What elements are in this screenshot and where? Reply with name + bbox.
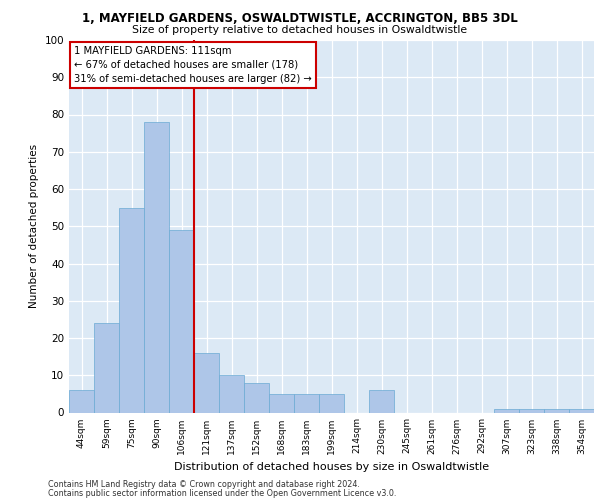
Bar <box>544 409 569 412</box>
Bar <box>269 394 294 412</box>
Bar <box>244 382 269 412</box>
Bar <box>169 230 194 412</box>
X-axis label: Distribution of detached houses by size in Oswaldtwistle: Distribution of detached houses by size … <box>174 462 489 472</box>
Bar <box>519 409 544 412</box>
Bar <box>119 208 144 412</box>
Bar <box>294 394 319 412</box>
Bar <box>319 394 344 412</box>
Text: 1, MAYFIELD GARDENS, OSWALDTWISTLE, ACCRINGTON, BB5 3DL: 1, MAYFIELD GARDENS, OSWALDTWISTLE, ACCR… <box>82 12 518 26</box>
Text: Size of property relative to detached houses in Oswaldtwistle: Size of property relative to detached ho… <box>133 25 467 35</box>
Bar <box>494 409 519 412</box>
Bar <box>144 122 169 412</box>
Bar <box>194 353 219 412</box>
Bar <box>369 390 394 412</box>
Bar <box>219 375 244 412</box>
Text: 1 MAYFIELD GARDENS: 111sqm
← 67% of detached houses are smaller (178)
31% of sem: 1 MAYFIELD GARDENS: 111sqm ← 67% of deta… <box>74 46 312 84</box>
Text: Contains public sector information licensed under the Open Government Licence v3: Contains public sector information licen… <box>48 488 397 498</box>
Bar <box>69 390 94 412</box>
Bar <box>569 409 594 412</box>
Text: Contains HM Land Registry data © Crown copyright and database right 2024.: Contains HM Land Registry data © Crown c… <box>48 480 360 489</box>
Y-axis label: Number of detached properties: Number of detached properties <box>29 144 39 308</box>
Bar <box>94 323 119 412</box>
